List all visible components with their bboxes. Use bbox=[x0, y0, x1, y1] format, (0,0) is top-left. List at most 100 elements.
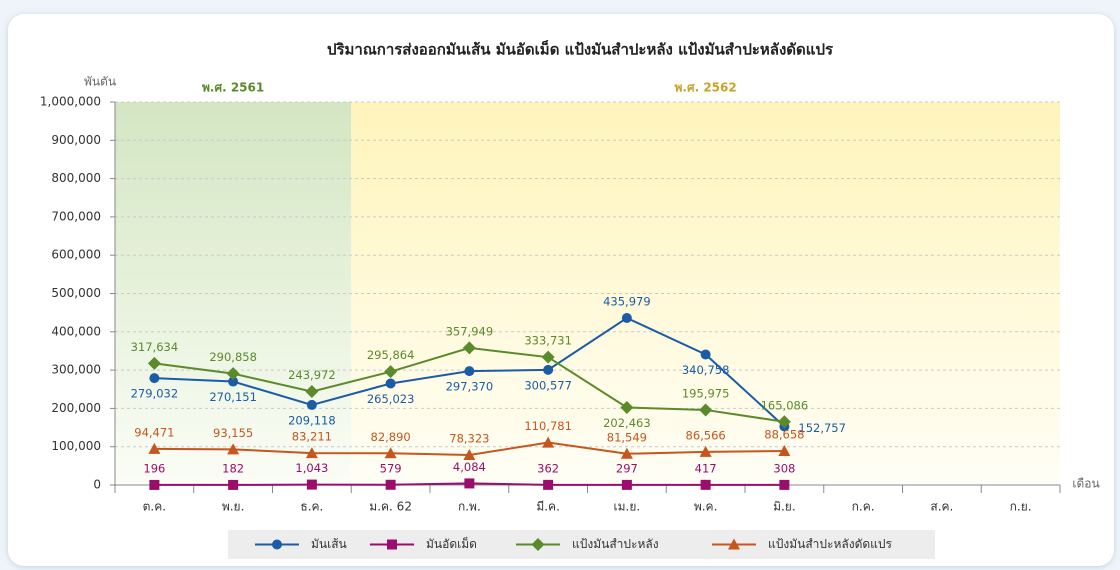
marker bbox=[778, 445, 791, 457]
period-band bbox=[115, 102, 352, 485]
legend-label: มันอัดเม็ด bbox=[426, 536, 477, 551]
marker bbox=[385, 479, 396, 490]
marker bbox=[728, 538, 740, 550]
x-tick-label: พ.ค. bbox=[694, 500, 718, 514]
marker bbox=[700, 479, 711, 490]
x-tick-label: ต.ค. bbox=[143, 500, 166, 514]
marker bbox=[699, 403, 713, 417]
data-label: 435,979 bbox=[603, 295, 651, 309]
legend bbox=[228, 530, 935, 559]
data-label: 196 bbox=[143, 461, 165, 475]
marker bbox=[700, 349, 711, 360]
marker bbox=[779, 479, 790, 490]
y-tick-label: 900,000 bbox=[51, 133, 101, 147]
marker bbox=[699, 445, 712, 457]
y-tick-label: 600,000 bbox=[51, 248, 101, 262]
legend-label: มันเส้น bbox=[311, 537, 347, 551]
data-label: 417 bbox=[695, 461, 717, 475]
x-tick-label: ก.ย. bbox=[1010, 500, 1032, 514]
x-tick-label: ก.ค. bbox=[852, 500, 875, 514]
marker bbox=[272, 539, 282, 550]
marker bbox=[464, 478, 475, 489]
marker bbox=[306, 479, 317, 490]
marker bbox=[531, 538, 545, 551]
data-label: 83,211 bbox=[292, 430, 332, 444]
x-tick-label: ก.พ. bbox=[458, 500, 481, 514]
y-tick-label: 300,000 bbox=[51, 363, 101, 377]
data-label: 182 bbox=[222, 461, 244, 475]
data-label: 1,043 bbox=[295, 461, 328, 475]
data-label: 357,949 bbox=[446, 324, 494, 338]
data-label: 300,577 bbox=[524, 378, 572, 392]
marker bbox=[228, 376, 239, 387]
marker bbox=[305, 385, 319, 399]
x-axis-label: เดือน bbox=[1072, 477, 1099, 491]
marker bbox=[147, 356, 161, 370]
marker bbox=[228, 479, 239, 490]
data-label: 78,323 bbox=[449, 432, 489, 446]
data-label: 308 bbox=[773, 461, 795, 475]
marker bbox=[384, 365, 398, 379]
data-label: 579 bbox=[380, 461, 402, 475]
data-label: 362 bbox=[537, 461, 559, 475]
x-tick-label: ธ.ค. bbox=[300, 500, 323, 514]
marker bbox=[148, 442, 161, 454]
data-label: 165,086 bbox=[761, 398, 809, 412]
marker bbox=[385, 378, 396, 389]
marker bbox=[620, 400, 634, 414]
marker bbox=[464, 366, 475, 377]
data-label: 82,890 bbox=[371, 430, 411, 444]
data-label: 243,972 bbox=[288, 368, 336, 382]
data-label: 202,463 bbox=[603, 416, 651, 430]
y-tick-label: 1,000,000 bbox=[40, 95, 101, 109]
marker bbox=[543, 479, 554, 490]
y-tick-label: 500,000 bbox=[51, 286, 101, 300]
data-label: 295,864 bbox=[367, 348, 415, 362]
marker bbox=[384, 447, 397, 459]
marker bbox=[542, 436, 555, 448]
data-label: 297,370 bbox=[446, 380, 494, 394]
legend-label: แป้งมันสำปะหลัง bbox=[572, 537, 659, 551]
marker bbox=[462, 341, 476, 355]
marker bbox=[777, 415, 791, 429]
period-label: พ.ศ. 2561 bbox=[202, 81, 264, 95]
marker bbox=[306, 399, 317, 410]
data-label: 152,757 bbox=[798, 421, 846, 435]
data-label: 195,975 bbox=[682, 386, 730, 400]
data-label: 317,634 bbox=[131, 340, 179, 354]
marker bbox=[226, 367, 240, 381]
x-tick-label: ส.ค. bbox=[930, 500, 953, 514]
marker bbox=[543, 364, 554, 375]
chart-title: ปริมาณการส่งออกมันเส้น มันอัดเม็ด แป้งมั… bbox=[327, 40, 834, 59]
marker bbox=[621, 313, 632, 324]
data-label: 81,549 bbox=[607, 430, 647, 444]
y-tick-label: 800,000 bbox=[51, 171, 101, 185]
data-label: 88,658 bbox=[764, 428, 804, 442]
x-tick-label: เม.ย. bbox=[614, 500, 641, 514]
y-tick-label: 100,000 bbox=[51, 439, 101, 453]
marker bbox=[387, 539, 397, 550]
data-label: 333,731 bbox=[524, 334, 572, 348]
y-tick-label: 0 bbox=[93, 478, 101, 492]
legend-label: แป้งมันสำปะหลังดัดแปร bbox=[768, 537, 893, 551]
x-tick-label: มี.ค. bbox=[536, 500, 560, 514]
marker bbox=[620, 447, 633, 459]
period-label: พ.ศ. 2562 bbox=[675, 81, 737, 95]
x-tick-label: ม.ค. 62 bbox=[369, 500, 412, 514]
data-label: 110,781 bbox=[524, 419, 572, 433]
data-label: 4,084 bbox=[453, 460, 486, 474]
marker bbox=[463, 449, 476, 461]
data-label: 265,023 bbox=[367, 392, 415, 406]
y-axis-label: พันตัน bbox=[84, 75, 116, 89]
data-label: 209,118 bbox=[288, 413, 336, 427]
marker bbox=[227, 443, 240, 455]
y-tick-label: 400,000 bbox=[51, 324, 101, 338]
data-label: 270,151 bbox=[209, 390, 257, 404]
y-tick-label: 700,000 bbox=[51, 209, 101, 223]
data-label: 297 bbox=[616, 461, 638, 475]
x-tick-label: มิ.ย. bbox=[773, 500, 796, 514]
data-label: 93,155 bbox=[213, 426, 253, 440]
data-label: 86,566 bbox=[686, 428, 726, 442]
